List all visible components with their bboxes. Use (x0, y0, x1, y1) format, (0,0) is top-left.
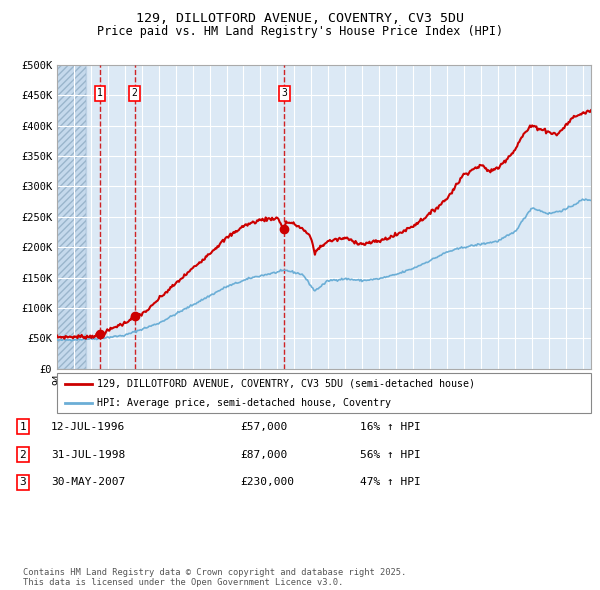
Text: 47% ↑ HPI: 47% ↑ HPI (360, 477, 421, 487)
Text: 31-JUL-1998: 31-JUL-1998 (51, 450, 125, 460)
Text: £87,000: £87,000 (240, 450, 287, 460)
Text: £57,000: £57,000 (240, 422, 287, 432)
Text: 1: 1 (19, 422, 26, 432)
Bar (57, 65, 86, 369)
Text: 3: 3 (281, 88, 287, 99)
Text: 2: 2 (132, 88, 137, 99)
Text: 56% ↑ HPI: 56% ↑ HPI (360, 450, 421, 460)
Text: 2: 2 (19, 450, 26, 460)
Text: Contains HM Land Registry data © Crown copyright and database right 2025.
This d: Contains HM Land Registry data © Crown c… (23, 568, 406, 587)
Text: Price paid vs. HM Land Registry's House Price Index (HPI): Price paid vs. HM Land Registry's House … (97, 25, 503, 38)
Text: £230,000: £230,000 (240, 477, 294, 487)
Text: 12-JUL-1996: 12-JUL-1996 (51, 422, 125, 432)
Text: 3: 3 (19, 477, 26, 487)
Text: 30-MAY-2007: 30-MAY-2007 (51, 477, 125, 487)
Text: 1: 1 (97, 88, 103, 99)
Text: 129, DILLOTFORD AVENUE, COVENTRY, CV3 5DU (semi-detached house): 129, DILLOTFORD AVENUE, COVENTRY, CV3 5D… (97, 379, 475, 389)
Text: HPI: Average price, semi-detached house, Coventry: HPI: Average price, semi-detached house,… (97, 398, 391, 408)
Text: 16% ↑ HPI: 16% ↑ HPI (360, 422, 421, 432)
Bar (57, 65, 86, 369)
Text: 129, DILLOTFORD AVENUE, COVENTRY, CV3 5DU: 129, DILLOTFORD AVENUE, COVENTRY, CV3 5D… (136, 12, 464, 25)
